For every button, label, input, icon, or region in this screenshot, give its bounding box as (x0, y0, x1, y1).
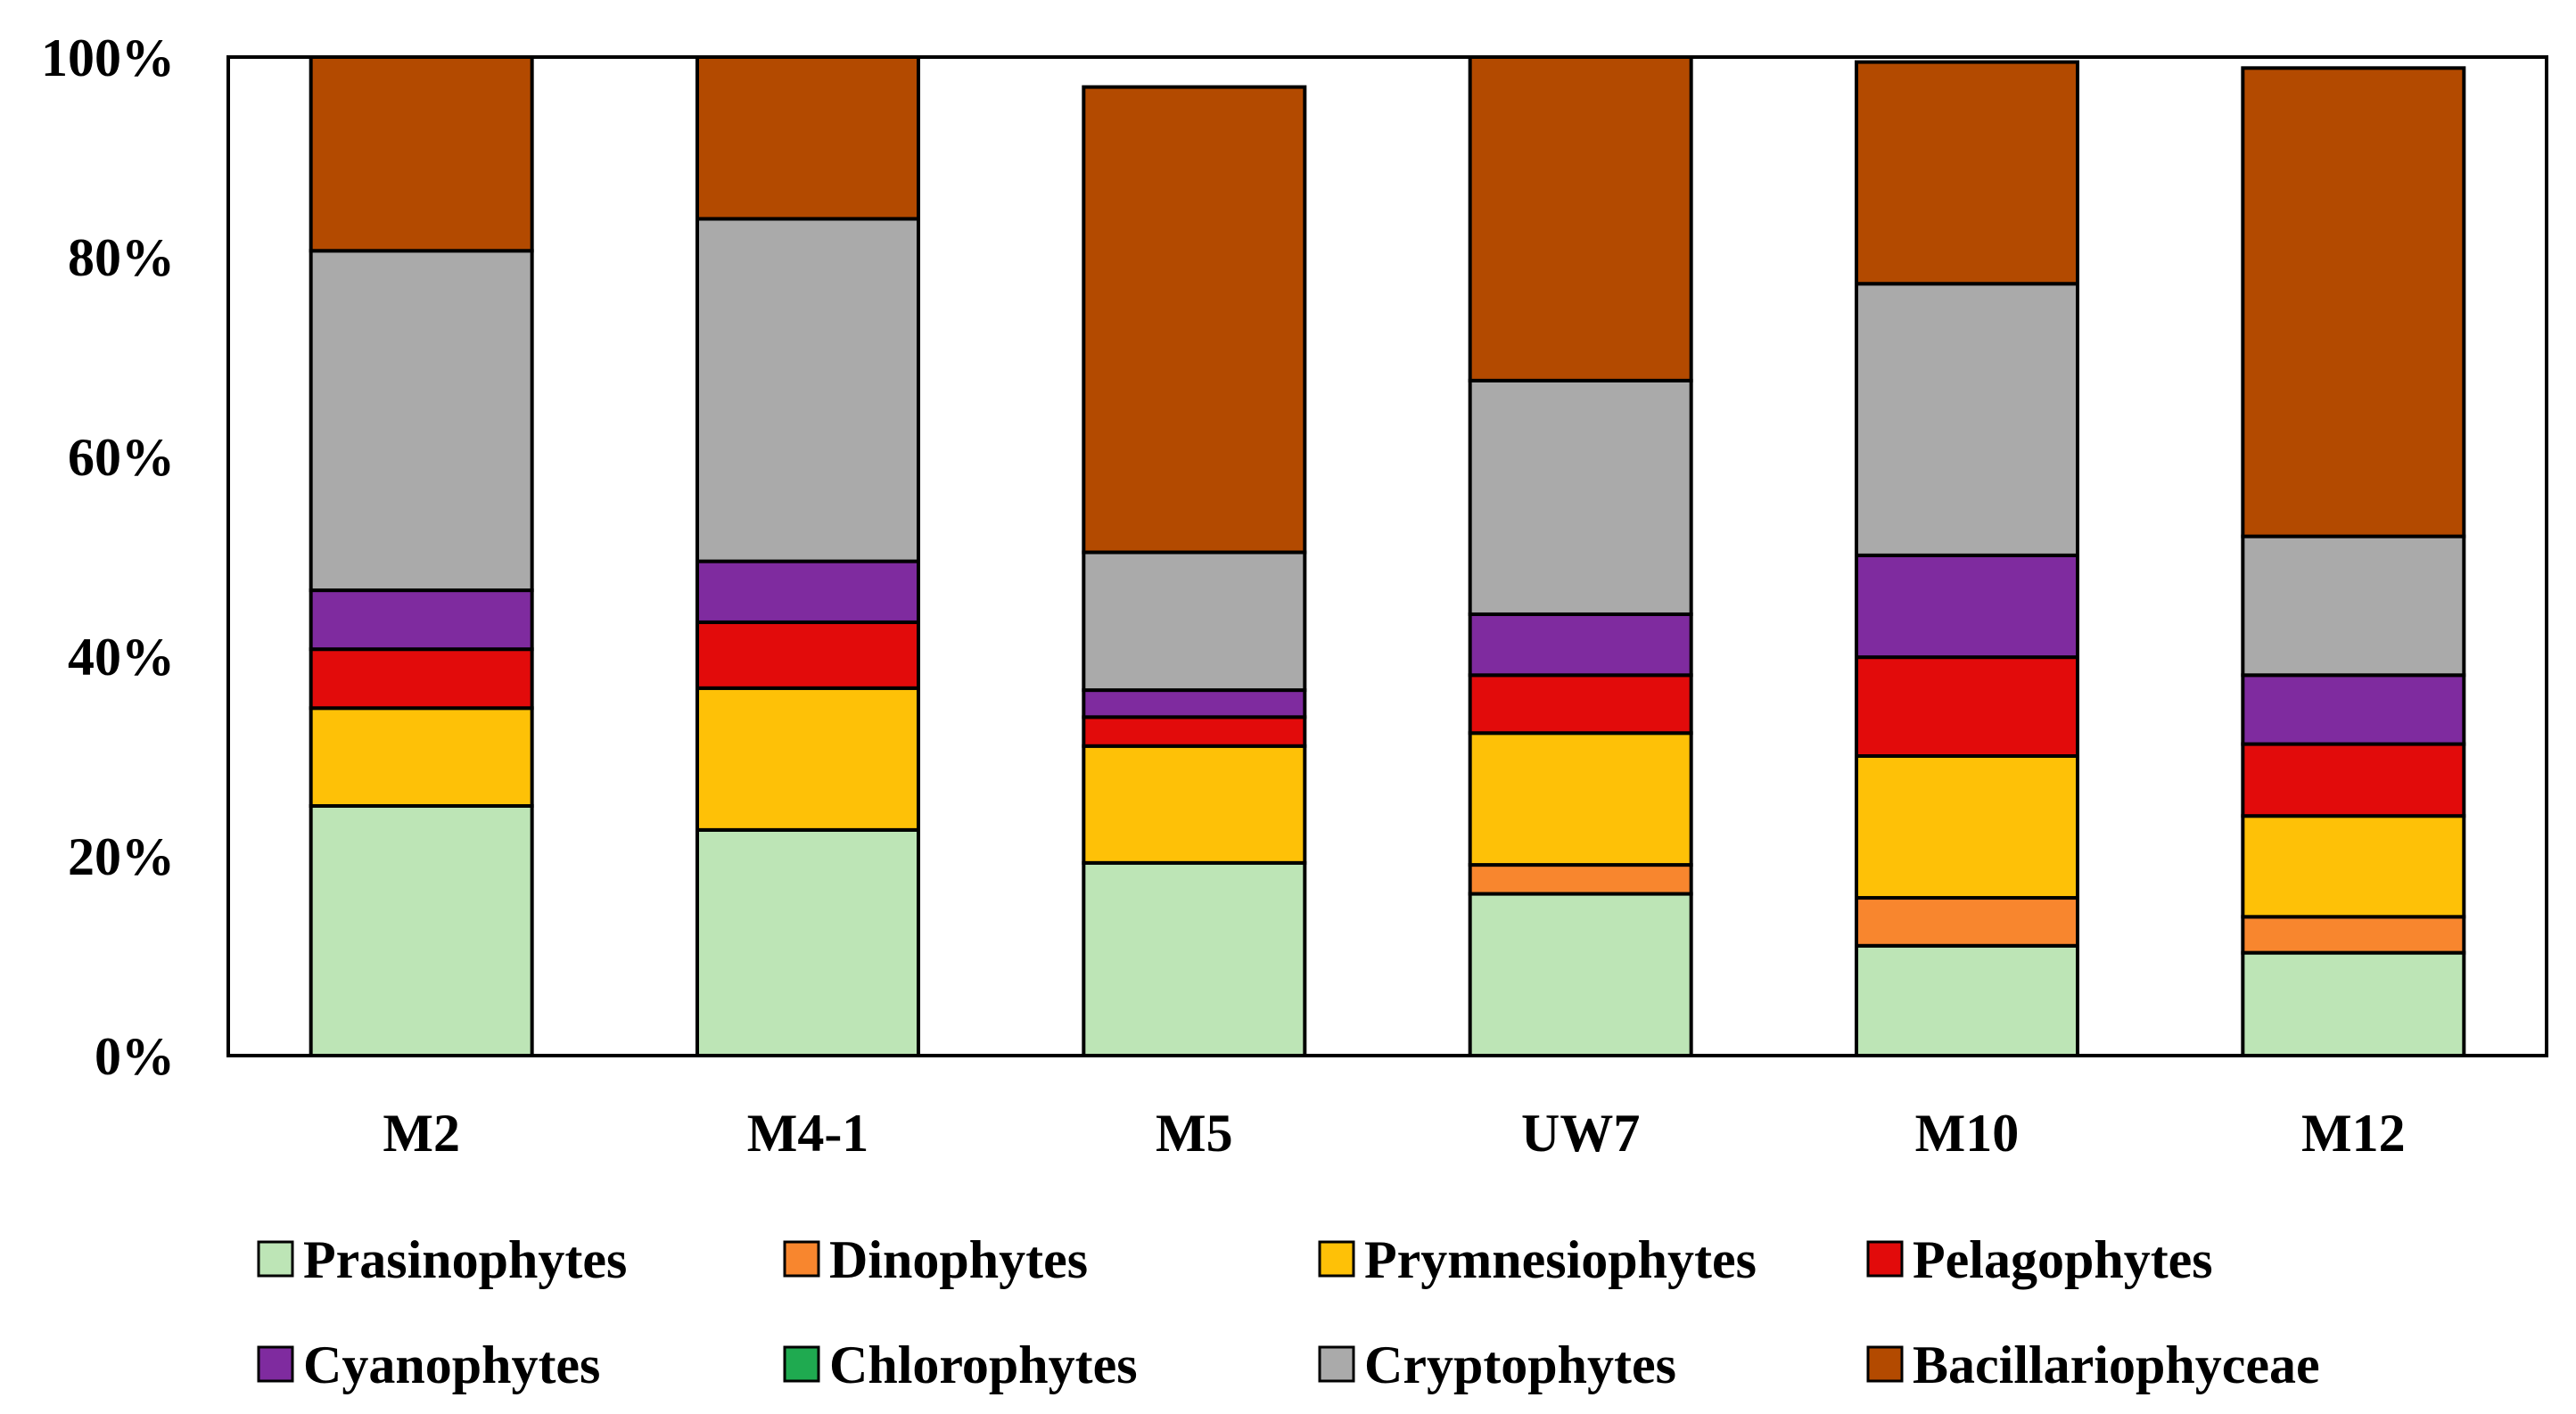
legend-label-cyanophytes: Cyanophytes (303, 1336, 600, 1394)
legend-label-prymnesiophytes: Prymnesiophytes (1364, 1230, 1757, 1289)
legend-swatch-pelagophytes (1866, 1240, 1904, 1278)
y-tick-label-0: 0% (95, 1027, 175, 1086)
bar-segment-m5-cryptophytes (1082, 550, 1307, 693)
x-tick-label-uw7: UW7 (1521, 1104, 1640, 1163)
bar-segment-m2-cryptophytes (309, 249, 534, 593)
bar-segment-m5-pelagophytes (1082, 715, 1307, 748)
x-axis-ticks: M2 M4-1 M5 UW7 M10 M12 (383, 1104, 2405, 1163)
legend-swatch-prymnesiophytes (1318, 1240, 1355, 1278)
y-tick-label-60: 60% (68, 428, 175, 487)
bar-segment-uw7-cyanophytes (1468, 612, 1693, 678)
x-tick-label-m4-1: M4-1 (747, 1104, 869, 1163)
y-tick-label-20: 20% (68, 827, 175, 886)
bar-segment-m10-prymnesiophytes (1855, 754, 2079, 900)
bar-segment-m5-cyanophytes (1082, 688, 1307, 719)
legend-swatch-chlorophytes (783, 1345, 820, 1383)
x-tick-label-m10: M10 (1915, 1104, 2020, 1163)
legend: Prasinophytes Dinophytes Prymnesiophytes Pe… (257, 1230, 2320, 1394)
x-tick-label-m12: M12 (2301, 1104, 2406, 1163)
bar-segment-m2-cyanophytes (309, 588, 534, 652)
bar-segment-m12-prymnesiophytes (2241, 814, 2466, 919)
bar-segment-uw7-prymnesiophytes (1468, 731, 1693, 867)
bar-segment-m12-dinophytes (2241, 915, 2466, 955)
bar-segment-m10-cyanophytes (1855, 553, 2079, 660)
plot-frame (226, 55, 2548, 1057)
y-tick-label-40: 40% (68, 628, 175, 686)
bar-segment-m4-1-cryptophytes (695, 217, 920, 563)
legend-swatch-bacillariophyceae (1866, 1345, 1904, 1383)
legend-swatch-prasinophytes (257, 1240, 294, 1278)
bar-segment-m10-cryptophytes (1855, 282, 2079, 557)
bar-segment-uw7-pelagophytes (1468, 673, 1693, 736)
bar-segment-uw7-bacillariophyceae (1468, 55, 1693, 382)
bar-segment-m5-bacillariophyceae (1082, 85, 1307, 555)
legend-label-dinophytes: Dinophytes (829, 1230, 1088, 1289)
bar-segment-m12-cryptophytes (2241, 534, 2466, 678)
bar-segment-m12-pelagophytes (2241, 742, 2466, 818)
bar-segment-m4-1-pelagophytes (695, 620, 920, 690)
x-tick-label-m2: M2 (383, 1104, 460, 1163)
legend-label-chlorophytes: Chlorophytes (829, 1336, 1138, 1394)
bar-segment-m10-dinophytes (1855, 896, 2079, 948)
legend-swatch-dinophytes (783, 1240, 820, 1278)
bar-segment-m10-pelagophytes (1855, 655, 2079, 758)
bar-segment-m4-1-bacillariophyceae (695, 55, 920, 221)
bar-segment-m12-bacillariophyceae (2241, 66, 2466, 538)
legend-label-cryptophytes: Cryptophytes (1364, 1336, 1676, 1394)
bar-segment-m12-prasinophytes (2241, 950, 2466, 1058)
bars-group (309, 55, 2466, 1058)
bar-segment-m5-prasinophytes (1082, 860, 1307, 1058)
y-tick-label-100: 100% (41, 29, 175, 87)
bar-segment-m10-bacillariophyceae (1855, 60, 2079, 286)
bar-segment-m5-prymnesiophytes (1082, 744, 1307, 865)
bar-segment-m2-pelagophytes (309, 647, 534, 711)
bar-segment-uw7-prasinophytes (1468, 892, 1693, 1057)
legend-label-pelagophytes: Pelagophytes (1913, 1230, 2213, 1289)
bar-segment-m10-prasinophytes (1855, 943, 2079, 1058)
bar-segment-m4-1-cyanophytes (695, 559, 920, 624)
legend-label-prasinophytes: Prasinophytes (303, 1230, 627, 1289)
bar-segment-m2-bacillariophyceae (309, 55, 534, 253)
y-axis-ticks: 0% 20% 40% 60% 80% 100% (41, 29, 175, 1086)
bar-segment-m12-cyanophytes (2241, 673, 2466, 746)
bar-segment-m2-prasinophytes (309, 804, 534, 1057)
bar-segment-uw7-dinophytes (1468, 863, 1693, 896)
bar-segment-uw7-cryptophytes (1468, 378, 1693, 616)
x-tick-label-m5: M5 (1156, 1104, 1233, 1163)
legend-swatch-cryptophytes (1318, 1345, 1355, 1383)
legend-label-bacillariophyceae: Bacillariophyceae (1913, 1336, 2320, 1394)
bar-segment-m4-1-prymnesiophytes (695, 686, 920, 832)
y-tick-label-80: 80% (68, 228, 175, 287)
bar-segment-m4-1-prasinophytes (695, 827, 920, 1057)
legend-swatch-cyanophytes (257, 1345, 294, 1383)
bar-segment-m2-prymnesiophytes (309, 706, 534, 808)
